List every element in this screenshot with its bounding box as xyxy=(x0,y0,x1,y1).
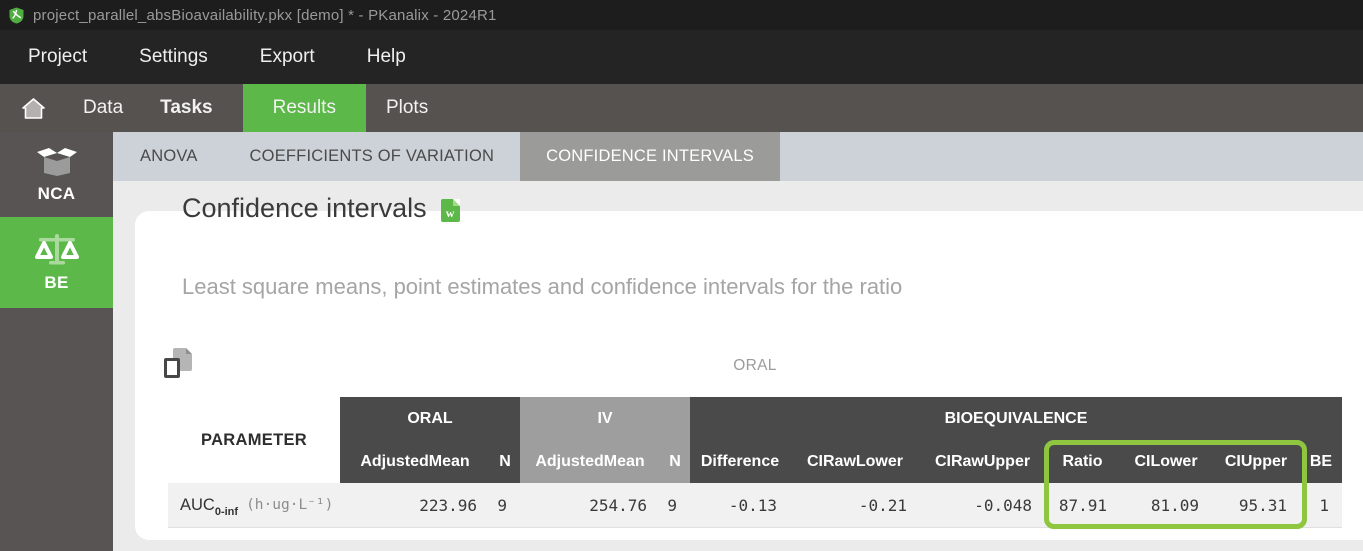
column-header-adjustedmean-iv: AdjustedMean xyxy=(520,440,660,483)
task-sidebar: NCA BE xyxy=(0,132,113,551)
open-box-icon xyxy=(36,148,77,176)
value-cirawupper: -0.048 xyxy=(920,483,1045,528)
sidebar-item-nca[interactable]: NCA xyxy=(0,132,113,217)
main-tab-bar: Data Tasks Results Plots xyxy=(0,84,1363,132)
word-export-icon-fold xyxy=(452,199,460,206)
copy-table-icon[interactable] xyxy=(163,348,193,379)
column-header-cirawupper: CIRawUpper xyxy=(920,440,1045,483)
column-header-cilower: CILower xyxy=(1120,440,1212,483)
parameter-name: AUC xyxy=(180,495,215,514)
window-titlebar: project_parallel_absBioavailability.pkx … xyxy=(0,0,1363,30)
home-icon xyxy=(21,97,45,119)
sidebar-item-label: BE xyxy=(44,273,69,292)
column-header-adjustedmean-oral: AdjustedMean xyxy=(340,440,490,483)
column-header-ratio: Ratio xyxy=(1045,440,1120,483)
subtab-coefficients-of-variation[interactable]: COEFFICIENTS OF VARIATION xyxy=(249,147,495,165)
subtab-confidence-intervals[interactable]: CONFIDENCE INTERVALS xyxy=(520,132,780,181)
home-button[interactable] xyxy=(20,84,46,132)
tab-plots[interactable]: Plots xyxy=(385,97,429,118)
value-be: 1 xyxy=(1300,483,1342,528)
menu-bar: Project Settings Export Help xyxy=(0,30,1363,84)
column-header-n-oral: N xyxy=(490,440,520,483)
confidence-intervals-table: PARAMETER ORAL IV BIOEQUIVALENCE Adjuste… xyxy=(168,397,1342,529)
page-title: Confidence intervals xyxy=(182,193,427,223)
word-export-icon[interactable]: w xyxy=(440,199,460,222)
value-ratio: 87.91 xyxy=(1045,483,1120,528)
column-header-n-iv: N xyxy=(660,440,690,483)
value-n-oral: 9 xyxy=(490,483,520,528)
row-parameter-auc0inf: AUC 0-inf (h·ug·L⁻¹) xyxy=(168,483,340,528)
value-ciupper: 95.31 xyxy=(1212,483,1300,528)
sidebar-item-label: NCA xyxy=(37,184,76,203)
menu-export[interactable]: Export xyxy=(259,46,315,67)
parameter-unit: (h·ug·L⁻¹) xyxy=(246,497,334,513)
column-header-difference: Difference xyxy=(690,440,790,483)
tab-data[interactable]: Data xyxy=(83,97,124,118)
tab-tasks[interactable]: Tasks xyxy=(160,97,213,118)
balance-scale-icon xyxy=(34,234,79,265)
value-adjustedmean-oral: 223.96 xyxy=(340,483,490,528)
value-difference: -0.13 xyxy=(690,483,790,528)
sidebar-item-be[interactable]: BE xyxy=(0,217,113,308)
group-header-bioequivalence: BIOEQUIVALENCE xyxy=(690,397,1342,440)
word-export-icon-letter: w xyxy=(445,206,455,220)
value-cirawlower: -0.21 xyxy=(790,483,920,528)
results-subtab-bar: ANOVA COEFFICIENTS OF VARIATION CONFIDEN… xyxy=(113,132,1363,181)
window-title: project_parallel_absBioavailability.pkx … xyxy=(33,6,497,24)
subtab-anova[interactable]: ANOVA xyxy=(140,147,198,165)
pkanalix-logo-icon xyxy=(9,7,24,23)
menu-help[interactable]: Help xyxy=(366,46,406,67)
page-title-row: Confidence intervals w xyxy=(182,193,460,224)
group-header-iv: IV xyxy=(520,397,690,440)
value-cilower: 81.09 xyxy=(1120,483,1212,528)
column-header-cirawlower: CIRawLower xyxy=(790,440,920,483)
column-header-ciupper: CIUpper xyxy=(1212,440,1300,483)
value-n-iv: 9 xyxy=(660,483,690,528)
value-adjustedmean-iv: 254.76 xyxy=(520,483,660,528)
table-subtitle: Least square means, point estimates and … xyxy=(182,274,903,299)
group-header-oral: ORAL xyxy=(340,397,520,440)
menu-project[interactable]: Project xyxy=(28,46,88,67)
table-caption: ORAL xyxy=(733,357,777,374)
column-header-parameter: PARAMETER xyxy=(168,397,340,483)
copy-icon-front-page xyxy=(164,358,180,378)
tab-results[interactable]: Results xyxy=(242,84,366,132)
menu-settings[interactable]: Settings xyxy=(139,46,208,67)
column-header-be: BE xyxy=(1300,440,1342,483)
parameter-subscript: 0-inf xyxy=(214,506,239,518)
